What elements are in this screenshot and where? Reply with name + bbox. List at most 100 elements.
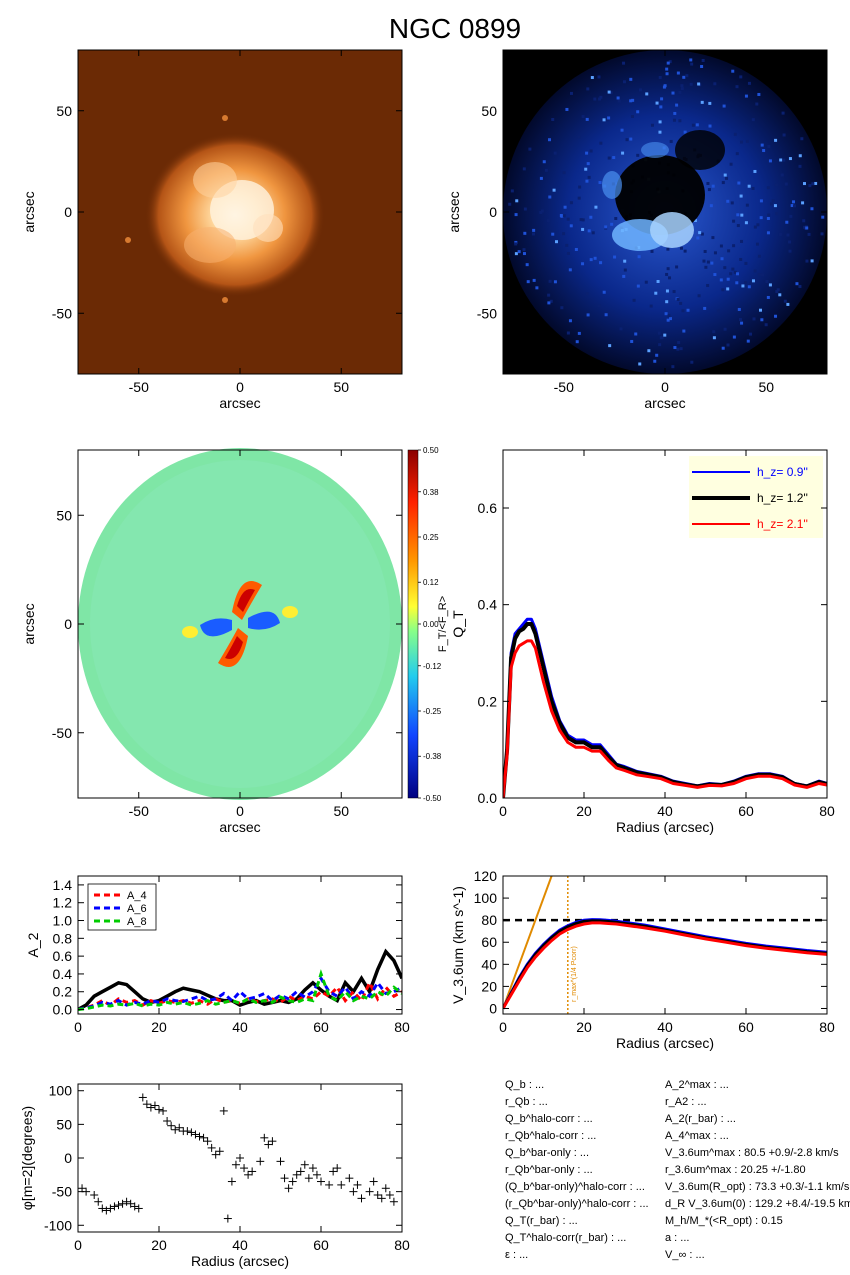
speckle xyxy=(775,290,779,294)
y-axis-label: φ[m=2](degrees) xyxy=(19,1106,35,1210)
colorbar-tick-label: -0.25 xyxy=(423,707,442,716)
speckle xyxy=(735,281,739,285)
speckle xyxy=(691,123,695,127)
y-tick-label: 1.2 xyxy=(53,895,73,911)
speckle xyxy=(774,314,778,318)
phase-point xyxy=(276,1157,285,1166)
rotation-curve-panel: 0 20 40 60 80 0 20 40 60 80 100 120 Radius (arcsec) V… xyxy=(450,868,835,1051)
speckle xyxy=(766,216,770,220)
speckle xyxy=(675,265,679,269)
speckle xyxy=(579,218,583,222)
speckle xyxy=(732,335,736,339)
speckle xyxy=(613,255,617,259)
speckle xyxy=(712,330,716,334)
speckle xyxy=(689,58,693,62)
colorbar-tick-label: -0.50 xyxy=(423,794,442,803)
speckle xyxy=(551,118,555,122)
speckle xyxy=(690,62,694,66)
x-tick-label: 40 xyxy=(232,1019,248,1035)
phase-point xyxy=(312,1170,321,1179)
speckle xyxy=(759,308,763,312)
speckle xyxy=(788,157,792,161)
phase-point xyxy=(304,1174,313,1183)
rotation-curve-line xyxy=(503,918,827,1010)
info-left-line: Q_b^halo-corr : ... xyxy=(505,1113,593,1125)
speckle xyxy=(597,304,601,308)
speckle xyxy=(655,101,659,105)
speckle xyxy=(735,152,739,156)
speckle xyxy=(609,91,613,95)
speckle xyxy=(565,243,569,247)
speckle xyxy=(736,224,740,228)
speckle xyxy=(778,293,782,297)
rotation-curve-line xyxy=(503,919,827,1010)
speckle xyxy=(522,248,526,252)
speckle xyxy=(540,209,544,213)
phase-point xyxy=(146,1103,155,1112)
y-tick-label: 0.4 xyxy=(53,966,73,982)
speckle xyxy=(789,214,793,218)
y-tick-label: 0.6 xyxy=(53,948,73,964)
speckle xyxy=(656,279,660,283)
speckle xyxy=(638,88,642,92)
y-tick-label: 0.2 xyxy=(478,693,498,709)
speckle xyxy=(587,175,591,179)
speckle xyxy=(786,233,790,237)
speckle xyxy=(660,97,664,101)
speckle xyxy=(764,323,768,327)
speckle xyxy=(566,251,570,255)
y-tick-label: 100 xyxy=(49,1083,73,1099)
speckle xyxy=(523,231,527,235)
speckle xyxy=(729,162,733,166)
speckle xyxy=(788,249,792,253)
speckle xyxy=(747,285,751,289)
info-right-line: A_4^max : ... xyxy=(665,1130,729,1142)
speckle xyxy=(632,298,636,302)
speckle xyxy=(645,92,649,96)
speckle xyxy=(647,349,651,353)
y-tick-label: 0.0 xyxy=(53,1002,73,1018)
speckle xyxy=(805,259,809,263)
speckle xyxy=(591,231,595,235)
speckle xyxy=(554,240,558,244)
speckle xyxy=(668,60,672,64)
speckle xyxy=(747,81,751,85)
speckle xyxy=(733,270,737,274)
y-axis-label: A_2 xyxy=(25,932,41,957)
speckle xyxy=(668,317,672,321)
speckle xyxy=(664,312,668,316)
colorbar-tick-label: -0.12 xyxy=(423,662,442,671)
speckle xyxy=(706,260,710,264)
speckle xyxy=(539,210,543,214)
phase-point xyxy=(215,1147,224,1156)
speckle xyxy=(693,218,697,222)
speckle xyxy=(710,261,714,265)
force-map-axes: -50 0 50 50 0 -50 arcsec arcsec xyxy=(21,450,402,835)
info-left-line: r_Qb^halo-corr : ... xyxy=(505,1130,596,1142)
speckle xyxy=(729,272,733,276)
speckle xyxy=(607,90,611,94)
speckle xyxy=(744,281,748,285)
speckle xyxy=(730,201,734,205)
speckle xyxy=(722,104,726,108)
speckle xyxy=(807,232,811,236)
speckle xyxy=(666,267,670,271)
x-tick-label: 40 xyxy=(657,803,673,819)
speckle xyxy=(598,97,602,101)
speckle xyxy=(737,181,741,185)
speckle xyxy=(586,87,590,91)
speckle xyxy=(749,281,753,285)
x-tick-label: 50 xyxy=(333,803,349,819)
speckle xyxy=(629,99,633,103)
info-right-line: V_3.6um^max : 80.5 +0.9/-2.8 km/s xyxy=(665,1147,839,1159)
phase-point xyxy=(353,1180,362,1189)
speckle xyxy=(575,340,579,344)
phase-point xyxy=(150,1101,159,1110)
speckle xyxy=(690,360,694,364)
speckle xyxy=(629,137,633,141)
speckle xyxy=(713,273,717,277)
info-right-line: d_R V_3.6um(0) : 129.2 +8.4/-19.5 km/s/k… xyxy=(665,1198,850,1210)
speckle xyxy=(644,280,648,284)
y-tick-label: 1.4 xyxy=(53,877,73,893)
phase-point xyxy=(211,1150,220,1159)
